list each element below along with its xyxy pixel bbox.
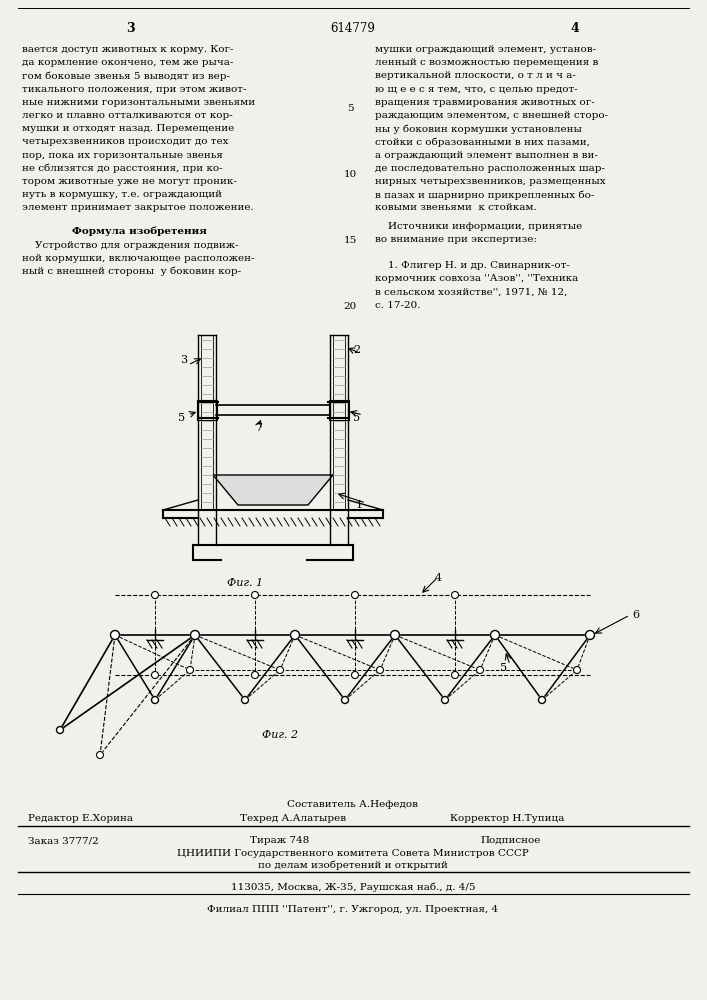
- Text: легко и плавно отталкиваются от кор-: легко и плавно отталкиваются от кор-: [22, 111, 233, 120]
- Polygon shape: [213, 475, 333, 505]
- Text: 614779: 614779: [331, 22, 375, 35]
- Circle shape: [539, 696, 546, 704]
- Circle shape: [351, 591, 358, 598]
- Text: 4: 4: [435, 573, 442, 583]
- Circle shape: [252, 672, 259, 678]
- Text: де последовательно расположенных шар-: де последовательно расположенных шар-: [375, 164, 605, 173]
- Text: 3: 3: [180, 355, 187, 365]
- Circle shape: [276, 666, 284, 674]
- Text: 20: 20: [344, 302, 356, 311]
- Circle shape: [151, 591, 158, 598]
- Text: элемент принимает закрытое положение.: элемент принимает закрытое положение.: [22, 203, 254, 212]
- Circle shape: [291, 631, 300, 640]
- Circle shape: [585, 631, 595, 640]
- Circle shape: [573, 666, 580, 674]
- Text: 5: 5: [346, 104, 354, 113]
- Circle shape: [187, 666, 194, 674]
- Text: Техред А.Алатырев: Техред А.Алатырев: [240, 814, 346, 823]
- Circle shape: [491, 631, 500, 640]
- Text: стойки с образованными в них пазами,: стойки с образованными в них пазами,: [375, 137, 590, 147]
- Circle shape: [242, 696, 248, 704]
- Text: Источники информации, принятые: Источники информации, принятые: [375, 222, 583, 231]
- Text: Формула изобретения: Формула изобретения: [72, 227, 207, 236]
- Text: вается доступ животных к корму. Ког-: вается доступ животных к корму. Ког-: [22, 45, 233, 54]
- Circle shape: [96, 752, 103, 758]
- Text: вертикальной плоскости, о т л и ч а-: вертикальной плоскости, о т л и ч а-: [375, 71, 576, 80]
- Circle shape: [441, 696, 448, 704]
- Text: тикального положения, при этом живот-: тикального положения, при этом живот-: [22, 85, 247, 94]
- Text: вращения травмирования животных ог-: вращения травмирования животных ог-: [375, 98, 595, 107]
- Text: ной кормушки, включающее расположен-: ной кормушки, включающее расположен-: [22, 254, 255, 263]
- Circle shape: [151, 696, 158, 704]
- Text: Тираж 748: Тираж 748: [250, 836, 310, 845]
- Text: нуть в кормушку, т.е. ограждающий: нуть в кормушку, т.е. ограждающий: [22, 190, 222, 199]
- Text: ю щ е е с я тем, что, с целью предот-: ю щ е е с я тем, что, с целью предот-: [375, 85, 578, 94]
- Circle shape: [190, 631, 199, 640]
- Text: кормочник совхоза ''Азов'', ''Техника: кормочник совхоза ''Азов'', ''Техника: [375, 274, 578, 283]
- Text: нирных четырехзвенников, размещенных: нирных четырехзвенников, размещенных: [375, 177, 606, 186]
- Text: 1: 1: [356, 500, 363, 510]
- Text: ленный с возможностью перемещения в: ленный с возможностью перемещения в: [375, 58, 598, 67]
- Text: ковыми звеньями  к стойкам.: ковыми звеньями к стойкам.: [375, 203, 537, 212]
- Circle shape: [452, 591, 459, 598]
- Circle shape: [351, 672, 358, 678]
- Text: Устройство для ограждения подвиж-: Устройство для ограждения подвиж-: [22, 241, 239, 250]
- Circle shape: [477, 666, 484, 674]
- Text: Составитель А.Нефедов: Составитель А.Нефедов: [288, 800, 419, 809]
- Text: 2: 2: [353, 345, 360, 355]
- Text: Заказ 3777/2: Заказ 3777/2: [28, 836, 99, 845]
- Text: в пазах и шарнирно прикрепленных бо-: в пазах и шарнирно прикрепленных бо-: [375, 190, 595, 200]
- Circle shape: [452, 672, 459, 678]
- Text: ный с внешней стороны  у боковин кор-: ный с внешней стороны у боковин кор-: [22, 267, 241, 276]
- Text: пор, пока их горизонтальные звенья: пор, пока их горизонтальные звенья: [22, 151, 223, 160]
- Text: а ограждающий элемент выполнен в ви-: а ограждающий элемент выполнен в ви-: [375, 151, 598, 160]
- Text: в сельском хозяйстве'', 1971, № 12,: в сельском хозяйстве'', 1971, № 12,: [375, 287, 568, 296]
- Text: 5: 5: [500, 663, 507, 673]
- Text: 4: 4: [571, 22, 579, 35]
- Text: 7: 7: [255, 423, 262, 433]
- Text: мушки и отходят назад. Перемещение: мушки и отходят назад. Перемещение: [22, 124, 234, 133]
- Text: Филиал ППП ''Патент'', г. Ужгород, ул. Проектная, 4: Филиал ППП ''Патент'', г. Ужгород, ул. П…: [207, 905, 498, 914]
- Text: по делам изобретений и открытий: по делам изобретений и открытий: [258, 861, 448, 870]
- Text: Фиг. 1: Фиг. 1: [227, 578, 263, 588]
- Text: тором животные уже не могут проник-: тором животные уже не могут проник-: [22, 177, 237, 186]
- Text: 5: 5: [178, 413, 185, 423]
- Circle shape: [341, 696, 349, 704]
- Text: с. 17-20.: с. 17-20.: [375, 301, 421, 310]
- Text: раждающим элементом, с внешней сторо-: раждающим элементом, с внешней сторо-: [375, 111, 608, 120]
- Text: да кормление окончено, тем же рыча-: да кормление окончено, тем же рыча-: [22, 58, 233, 67]
- Text: 15: 15: [344, 236, 356, 245]
- Circle shape: [110, 631, 119, 640]
- Text: ны у боковин кормушки установлены: ны у боковин кормушки установлены: [375, 124, 582, 134]
- Text: не сблизятся до расстояния, при ко-: не сблизятся до расстояния, при ко-: [22, 164, 223, 173]
- Text: Редактор Е.Хорина: Редактор Е.Хорина: [28, 814, 133, 823]
- Text: Фиг. 2: Фиг. 2: [262, 730, 298, 740]
- Circle shape: [377, 666, 383, 674]
- Text: 113035, Москва, Ж-35, Раушская наб., д. 4/5: 113035, Москва, Ж-35, Раушская наб., д. …: [230, 882, 475, 892]
- Circle shape: [151, 672, 158, 678]
- Text: Корректор Н.Тупица: Корректор Н.Тупица: [450, 814, 564, 823]
- Text: 5: 5: [353, 413, 360, 423]
- Text: гом боковые звенья 5 выводят из вер-: гом боковые звенья 5 выводят из вер-: [22, 71, 230, 81]
- Circle shape: [252, 591, 259, 598]
- Text: 1. Флигер Н. и др. Свинарник-от-: 1. Флигер Н. и др. Свинарник-от-: [375, 261, 570, 270]
- Circle shape: [390, 631, 399, 640]
- Text: ЦНИИПИ Государственного комитета Совета Министров СССР: ЦНИИПИ Государственного комитета Совета …: [177, 849, 529, 858]
- Text: 6: 6: [632, 610, 639, 620]
- Text: четырехзвенников происходит до тех: четырехзвенников происходит до тех: [22, 137, 228, 146]
- Text: ные нижними горизонтальными звеньями: ные нижними горизонтальными звеньями: [22, 98, 255, 107]
- Text: 10: 10: [344, 170, 356, 179]
- Text: 3: 3: [126, 22, 134, 35]
- Circle shape: [57, 726, 64, 734]
- Text: Подписное: Подписное: [480, 836, 540, 845]
- Text: мушки ограждающий элемент, установ-: мушки ограждающий элемент, установ-: [375, 45, 596, 54]
- Text: во внимание при экспертизе:: во внимание при экспертизе:: [375, 235, 537, 244]
